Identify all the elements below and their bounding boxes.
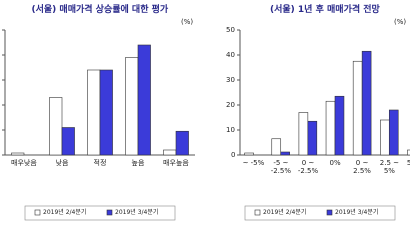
legend-label: 2019년 3/4분기 — [115, 209, 159, 216]
x-tick-label: 매우높음 — [163, 159, 189, 167]
legend-swatch — [34, 209, 41, 216]
x-tick-label: -5 ~ -2.5% — [270, 159, 292, 175]
bar — [307, 120, 318, 156]
bar — [87, 69, 101, 156]
bar — [271, 138, 282, 156]
unit-label: (%) — [181, 18, 194, 26]
bar — [380, 119, 390, 156]
bar — [325, 100, 336, 156]
x-tick-label: 높음 — [131, 159, 145, 167]
bar — [99, 69, 113, 156]
legend-box — [244, 205, 396, 221]
y-tick-label: 10 — [226, 126, 235, 134]
legend-label: 2019년 3/4분기 — [335, 209, 379, 216]
page: (서울) 매매가격 상승률에 대한 평가 (%) 0 10 20 30 40 50 매우낮음 낮음… — [0, 5, 410, 221]
bar — [280, 151, 290, 156]
bar — [175, 130, 189, 156]
bar — [137, 44, 151, 156]
x-tick-label: 매우낮음 — [11, 159, 37, 167]
x-tick-label: 낮음 — [55, 159, 69, 167]
y-tick-label: 40 — [226, 51, 235, 59]
x-tick-label: 0 ~ -2.5% — [297, 159, 319, 175]
bar — [244, 152, 254, 156]
x-tick-label: 적정 — [93, 159, 107, 167]
bar — [298, 112, 309, 156]
y-tick-label: 50 — [226, 26, 235, 34]
bar — [61, 127, 75, 156]
legend-label: 2019년 2/4분기 — [263, 209, 307, 216]
x-tick-label: 0 ~ 2.5% — [353, 159, 371, 175]
bar — [388, 109, 399, 156]
unit-label: (%) — [394, 18, 407, 26]
bar — [407, 149, 410, 156]
bar — [352, 60, 363, 156]
legend-box — [24, 205, 176, 221]
legend-swatch — [106, 209, 113, 216]
bar — [334, 95, 345, 156]
legend-swatch — [326, 209, 333, 216]
chart-title: (서울) 매매가격 상승률에 대한 평가 — [31, 5, 169, 15]
charts — [2, 29, 410, 221]
x-tick-label: 2.5 ~ 5% — [379, 159, 400, 175]
x-tick-label: 0% — [329, 159, 341, 167]
y-tick-label: 20 — [226, 101, 235, 109]
bar — [11, 152, 25, 156]
bar — [361, 50, 372, 156]
legend-label: 2019년 2/4분기 — [43, 209, 87, 216]
legend-swatch — [254, 209, 261, 216]
chart-title: (서울) 1년 후 매매가격 전망 — [270, 5, 380, 15]
bar — [163, 149, 177, 156]
y-tick-label: 0 — [231, 151, 236, 159]
x-tick-label: ~ -5% — [242, 159, 265, 167]
bar — [125, 57, 139, 156]
y-tick-label: 30 — [226, 76, 235, 84]
bar — [49, 97, 63, 156]
